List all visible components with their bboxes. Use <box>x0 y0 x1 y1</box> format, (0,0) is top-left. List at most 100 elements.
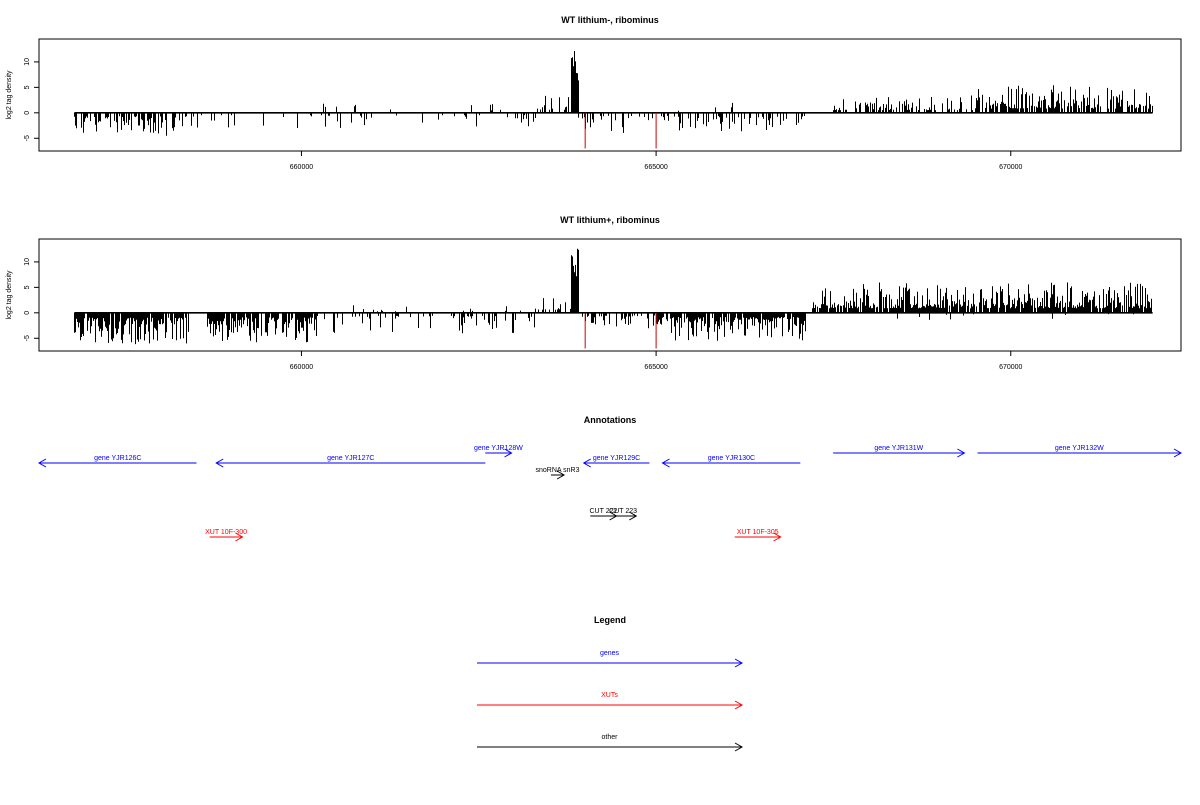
feature-label: XUT 10F-300 <box>205 529 247 536</box>
legend-entries: genes XUTs other <box>477 650 744 752</box>
feature-label: snoRNA snR3 <box>536 467 580 474</box>
annotation-feature: CUT 223 <box>609 508 638 521</box>
signal-bars <box>975 85 1153 113</box>
annotation-feature: gene YJR126C <box>37 455 197 468</box>
signal-bars <box>656 312 806 341</box>
y-tick-label: 5 <box>24 285 31 289</box>
signal-bars <box>538 298 571 313</box>
feature-label: gene YJR126C <box>94 455 141 462</box>
signal-bars <box>897 312 1134 320</box>
signal-track <box>74 248 1153 345</box>
legend-title: Legend <box>594 615 626 625</box>
y-tick-label: 0 <box>24 111 31 115</box>
x-tick-label: 670000 <box>999 164 1022 171</box>
x-axis: 660000 665000 670000 <box>290 150 1023 171</box>
feature-label: gene YJR130C <box>708 455 755 462</box>
signal-bars <box>833 95 973 113</box>
y-axis: -5 0 5 10 <box>24 258 40 341</box>
legend-label: other <box>602 734 619 741</box>
y-tick-label: 10 <box>24 58 31 66</box>
legend-entry: genes <box>477 650 744 668</box>
y-tick-label: -5 <box>24 135 31 141</box>
feature-label: gene YJR131W <box>874 445 923 452</box>
annotation-feature: snoRNA snR3 <box>536 467 580 480</box>
signal-bars <box>317 312 535 334</box>
x-tick-label: 665000 <box>644 364 667 371</box>
feature-arrowhead <box>215 458 224 468</box>
signal-bars <box>571 51 579 113</box>
plot-frame <box>38 238 1182 352</box>
feature-label: gene YJR129C <box>593 455 640 462</box>
legend-entry: XUTs <box>477 692 744 710</box>
annotation-feature: XUT 10F-305 <box>734 529 782 542</box>
signal-bars <box>571 248 579 313</box>
legend-arrowhead <box>734 742 744 752</box>
legend-entry: other <box>477 734 744 752</box>
signal-bars <box>537 95 569 113</box>
feature-label: gene YJR128W <box>474 445 523 452</box>
x-tick-label: 665000 <box>644 164 667 171</box>
feature-arrowhead <box>661 458 670 468</box>
y-tick-label: 5 <box>24 85 31 89</box>
feature-arrowhead <box>957 448 966 458</box>
annotation-feature: gene YJR127C <box>215 455 486 468</box>
signal-panel-lithium-plus: WT lithium+, ribominus log2 tag density … <box>6 215 1182 371</box>
feature-arrowhead <box>235 532 244 542</box>
legend-label: XUTs <box>601 692 618 699</box>
annotation-feature: gene YJR130C <box>661 455 801 468</box>
feature-arrowhead <box>37 458 47 468</box>
x-tick-label: 660000 <box>290 164 313 171</box>
annotation-feature: XUT 10F-300 <box>205 529 247 542</box>
feature-label: gene YJR132W <box>1055 445 1104 452</box>
plot-frame <box>38 38 1182 152</box>
legend-arrowhead <box>734 658 744 668</box>
annotation-feature: gene YJR129C <box>582 455 650 468</box>
feature-label: XUT 10F-305 <box>737 529 779 536</box>
feature-arrowhead <box>504 448 513 458</box>
annotation-feature: gene YJR131W <box>833 445 966 458</box>
signal-bars <box>207 312 317 343</box>
annotations-title: Annotations <box>584 415 637 425</box>
marker-lines <box>584 312 657 349</box>
y-axis-label: log2 tag density <box>6 70 13 120</box>
signal-bars <box>191 112 536 128</box>
panel-title: WT lithium-, ribominus <box>561 15 659 25</box>
legend-arrowhead <box>734 700 744 710</box>
signal-bars <box>74 112 187 136</box>
y-tick-label: -5 <box>24 335 31 341</box>
panel-title: WT lithium+, ribominus <box>560 215 660 225</box>
y-axis: -5 0 5 10 <box>24 58 40 141</box>
annotation-feature: gene YJR128W <box>474 445 523 458</box>
signal-panel-lithium-minus: WT lithium-, ribominus log2 tag density … <box>6 15 1182 171</box>
legend: Legend genes XUTs other <box>477 615 744 752</box>
signal-bars <box>74 312 189 345</box>
feature-arrowhead <box>773 532 782 542</box>
annotations-panel: Annotations gene YJR126C gene YJR127Cgene… <box>37 415 1183 542</box>
feature-arrowhead <box>629 511 638 521</box>
signal-bars <box>353 305 536 313</box>
signal-bars <box>582 312 657 329</box>
y-axis-label: log2 tag density <box>6 270 13 320</box>
feature-label: gene YJR127C <box>327 455 374 462</box>
annotation-features: gene YJR126C gene YJR127C gene YJR128W gene… <box>37 445 1183 542</box>
y-tick-label: 10 <box>24 258 31 266</box>
feature-arrowhead <box>1173 448 1183 458</box>
annotation-feature: gene YJR132W <box>977 445 1183 458</box>
signal-bars <box>678 102 733 113</box>
legend-label: genes <box>600 650 620 657</box>
signal-bars <box>812 282 1152 313</box>
signal-bars <box>578 112 805 133</box>
feature-arrowhead <box>582 458 591 468</box>
feature-label: CUT 223 <box>609 508 637 515</box>
feature-arrowhead <box>556 470 566 480</box>
y-tick-label: 0 <box>24 311 31 315</box>
signal-track <box>74 51 1153 136</box>
x-axis: 660000 665000 670000 <box>290 350 1023 371</box>
signal-bars <box>323 103 501 113</box>
marker-lines <box>584 112 657 149</box>
x-tick-label: 660000 <box>290 364 313 371</box>
x-tick-label: 670000 <box>999 364 1022 371</box>
feature-label: CUT 222 <box>589 508 617 515</box>
